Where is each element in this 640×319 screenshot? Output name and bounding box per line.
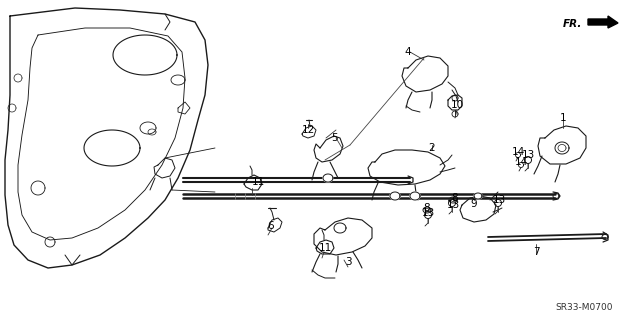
Polygon shape: [323, 174, 333, 182]
Text: 13: 13: [421, 208, 435, 218]
Text: 4: 4: [404, 47, 412, 57]
Text: 11: 11: [252, 177, 264, 187]
Text: 14: 14: [515, 157, 527, 167]
Text: 13: 13: [522, 150, 534, 160]
Text: 11: 11: [318, 243, 332, 253]
Text: 10: 10: [451, 100, 463, 110]
Text: 9: 9: [470, 199, 477, 209]
Text: 3: 3: [345, 257, 351, 267]
Polygon shape: [474, 193, 482, 199]
Text: SR33-M0700: SR33-M0700: [555, 303, 612, 313]
Text: 7: 7: [532, 247, 540, 257]
Text: 14: 14: [511, 147, 525, 157]
Text: 2: 2: [429, 143, 435, 153]
Text: 13: 13: [492, 195, 506, 205]
Text: FR.: FR.: [563, 19, 582, 29]
Text: 8: 8: [424, 203, 430, 213]
Text: 13: 13: [446, 200, 460, 210]
Text: 6: 6: [268, 221, 275, 231]
Text: 8: 8: [452, 193, 458, 203]
Polygon shape: [588, 16, 618, 28]
Text: 5: 5: [332, 133, 339, 143]
Text: 1: 1: [560, 113, 566, 123]
Polygon shape: [410, 192, 420, 200]
Polygon shape: [334, 223, 346, 233]
Text: 12: 12: [301, 125, 315, 135]
Polygon shape: [555, 142, 569, 154]
Polygon shape: [390, 192, 400, 200]
